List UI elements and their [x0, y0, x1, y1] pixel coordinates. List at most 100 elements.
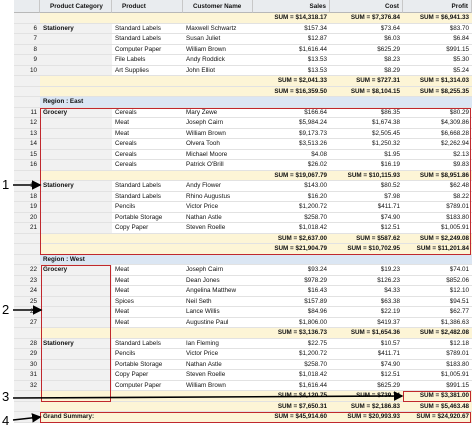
row-number: 9 — [14, 55, 40, 66]
row-number: 32 — [14, 380, 40, 391]
customer-cell: Andy Flower — [183, 181, 253, 192]
cell — [14, 13, 40, 24]
sales-cell: $1,018.42 — [253, 223, 330, 234]
column-header[interactable]: Customer Name — [183, 0, 253, 13]
summary-cell: SUM = $10,115.93 — [330, 170, 403, 181]
cell — [40, 76, 112, 87]
cell — [40, 328, 112, 339]
sales-cell: $13.53 — [253, 65, 330, 76]
summary-cell: SUM = $587.62 — [330, 233, 403, 244]
region-header: Region : West — [40, 254, 472, 265]
annotation-number: 1 — [2, 177, 10, 192]
cell — [40, 349, 112, 360]
profit-cell: $183.80 — [403, 359, 472, 370]
summary-cell: SUM = $727.31 — [330, 76, 403, 87]
profit-cell: $1,005.91 — [403, 370, 472, 381]
cell — [183, 76, 253, 87]
category-cell: Grocery — [40, 107, 112, 118]
cell — [40, 307, 112, 318]
sales-cell: $84.96 — [253, 307, 330, 318]
profit-cell: $852.06 — [403, 275, 472, 286]
cell — [14, 328, 40, 339]
cost-cell: $2,505.45 — [330, 128, 403, 139]
column-header[interactable]: Product — [112, 0, 183, 13]
cell — [40, 286, 112, 297]
profit-cell: $9.83 — [403, 160, 472, 171]
row-number: 16 — [14, 160, 40, 171]
summary-cell: SUM = $2,637.00 — [253, 233, 330, 244]
cost-cell: $16.19 — [330, 160, 403, 171]
column-header[interactable] — [14, 0, 40, 13]
customer-cell: Rhino Augustus — [183, 191, 253, 202]
customer-cell: Nathan Astle — [183, 359, 253, 370]
cell — [112, 76, 183, 87]
column-header[interactable]: Profit — [403, 0, 472, 13]
row-number: 17 — [14, 181, 40, 192]
cost-cell: $419.37 — [330, 317, 403, 328]
summary-cell: SUM = $7,376.84 — [330, 13, 403, 24]
product-cell: Meat — [112, 265, 183, 276]
sales-cell: $258.70 — [253, 359, 330, 370]
customer-cell: William Brown — [183, 128, 253, 139]
product-cell: Copy Paper — [112, 370, 183, 381]
cell — [112, 328, 183, 339]
summary-cell: SUM = $2,041.33 — [253, 76, 330, 87]
summary-cell: SUM = $14,318.17 — [253, 13, 330, 24]
summary-cell: SUM = $1,654.36 — [330, 328, 403, 339]
cell — [183, 170, 253, 181]
highlight-box — [403, 391, 471, 402]
cost-cell: $74.90 — [330, 212, 403, 223]
cell — [14, 254, 40, 265]
cell — [14, 76, 40, 87]
cell — [112, 86, 183, 97]
cost-cell: $12.51 — [330, 223, 403, 234]
cell — [40, 160, 112, 171]
cell — [40, 275, 112, 286]
row-number: 11 — [14, 107, 40, 118]
column-header[interactable]: Cost — [330, 0, 403, 13]
cost-cell: $6.03 — [330, 34, 403, 45]
customer-cell: Joseph Cairn — [183, 118, 253, 129]
cell — [40, 223, 112, 234]
cost-cell: $8.23 — [330, 55, 403, 66]
product-cell: Cereals — [112, 107, 183, 118]
cell — [183, 13, 253, 24]
row-number: 18 — [14, 191, 40, 202]
column-header[interactable]: Sales — [253, 0, 330, 13]
cost-cell: $86.35 — [330, 107, 403, 118]
customer-cell: Patrick O'Brill — [183, 160, 253, 171]
sales-cell: $1,200.72 — [253, 202, 330, 213]
customer-cell: Steven Roelle — [183, 223, 253, 234]
cost-cell: $80.52 — [330, 181, 403, 192]
row-number: 21 — [14, 223, 40, 234]
cell — [183, 401, 253, 412]
sales-cell: $1,616.44 — [253, 380, 330, 391]
sales-cell: $258.70 — [253, 212, 330, 223]
profit-cell: $183.80 — [403, 212, 472, 223]
row-number: 7 — [14, 34, 40, 45]
product-cell: Copy Paper — [112, 223, 183, 234]
product-cell: Standard Labels — [112, 23, 183, 34]
cost-cell: $625.29 — [330, 44, 403, 55]
cost-cell: $19.23 — [330, 265, 403, 276]
product-cell: Cereals — [112, 149, 183, 160]
profit-cell: $80.29 — [403, 107, 472, 118]
row-number: 26 — [14, 307, 40, 318]
customer-cell: Andy Roddick — [183, 55, 253, 66]
sales-cell: $143.00 — [253, 181, 330, 192]
product-cell: Art Supplies — [112, 65, 183, 76]
summary-cell: SUM = $739.74 — [330, 391, 403, 402]
product-cell: File Labels — [112, 55, 183, 66]
row-number: 22 — [14, 265, 40, 276]
cell — [14, 170, 40, 181]
cost-cell: $1.95 — [330, 149, 403, 160]
column-header[interactable]: Product Category — [40, 0, 112, 13]
row-number: 13 — [14, 128, 40, 139]
category-cell: Stationery — [40, 23, 112, 34]
cell — [112, 170, 183, 181]
sales-cell: $12.87 — [253, 34, 330, 45]
customer-cell: Nathan Astle — [183, 212, 253, 223]
profit-cell: $991.15 — [403, 380, 472, 391]
customer-cell: Angelina Matthew — [183, 286, 253, 297]
sales-cell: $16.43 — [253, 286, 330, 297]
